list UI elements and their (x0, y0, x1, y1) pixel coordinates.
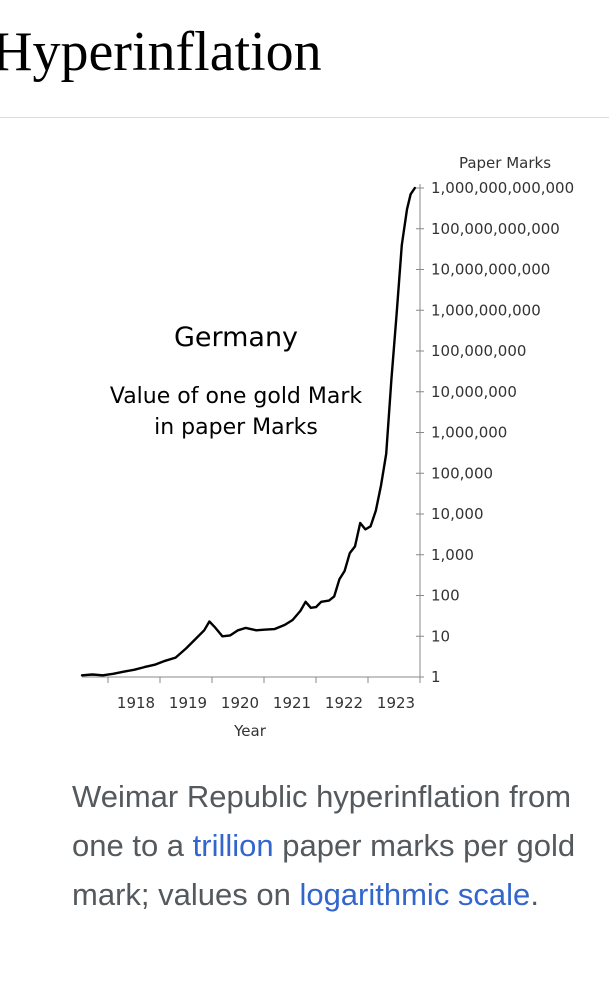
y-tick-label: 1,000 (431, 546, 474, 564)
x-tick-label: 1920 (221, 694, 259, 712)
y-tick-label: 10,000,000,000 (431, 261, 550, 279)
chart-title: Germany (174, 322, 298, 353)
x-tick-label: 1921 (273, 694, 311, 712)
y-tick-label: 1 (431, 668, 441, 686)
x-tick-label: 1918 (117, 694, 155, 712)
y-tick-label: 1,000,000,000,000 (431, 179, 574, 197)
y-tick-label: 100,000 (431, 464, 493, 482)
x-tick-label: 1922 (325, 694, 363, 712)
page-title: Hyperinflation (0, 21, 322, 83)
x-tick-label: 1923 (377, 694, 415, 712)
series-line-gold-mark-value (80, 186, 416, 677)
y-tick-label: 100 (431, 587, 460, 605)
figure-caption: Weimar Republic hyperinflation from one … (72, 772, 592, 919)
y-axis-ticks: 1 10 100 1,000 10,000 100,000 1,000,000 10,000,… (416, 179, 574, 686)
caption-text-middle: paper marks per gold mark; values on (72, 828, 576, 912)
y-tick-label: 100,000,000 (431, 342, 526, 360)
y-tick-label: 10,000 (431, 505, 484, 523)
logarithmic-scale-link[interactable]: logarithmic scale (299, 877, 531, 912)
y-tick-label: 1,000,000 (431, 424, 507, 442)
chart-figure[interactable]: Germany Value of one gold Mark in paper … (0, 140, 609, 750)
chart-subtitle-line-1: Value of one gold Mark (110, 384, 363, 409)
x-axis-ticks: 1918 1919 1920 1921 1922 1923 (107, 677, 421, 712)
y-tick-label: 10,000,000 (431, 383, 517, 401)
y-tick-label: 1,000,000,000 (431, 301, 541, 319)
x-axis-title: Year (233, 722, 267, 740)
x-tick-label: 1919 (169, 694, 207, 712)
y-tick-label: 100,000,000,000 (431, 220, 560, 238)
caption-text-after: . (530, 877, 539, 912)
trillion-link[interactable]: trillion (192, 828, 274, 863)
y-axis-title: Paper Marks (459, 154, 551, 172)
heading-divider (0, 117, 609, 118)
chart-subtitle-line-2: in paper Marks (154, 415, 318, 440)
hyperinflation-chart: Germany Value of one gold Mark in paper … (80, 154, 574, 740)
y-tick-label: 10 (431, 627, 450, 645)
caption-text-before: Weimar Republic hyperinflation from one … (72, 779, 572, 863)
